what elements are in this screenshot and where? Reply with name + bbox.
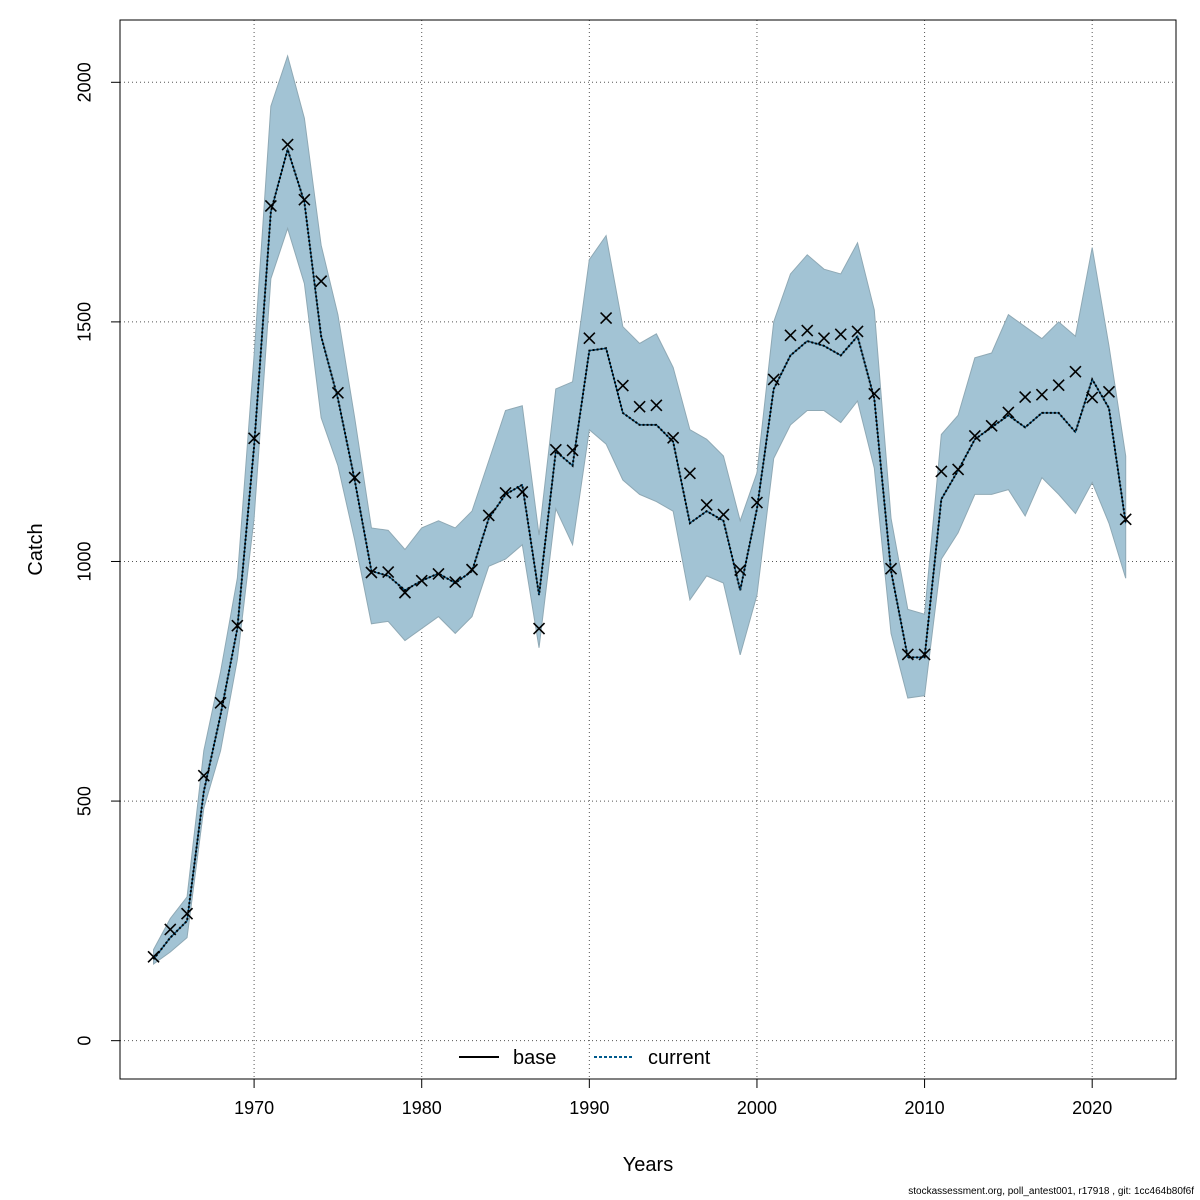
- observed-marker-1973: [298, 193, 311, 206]
- x-tick-label-1980: 1980: [402, 1098, 442, 1118]
- observed-marker-1993: [633, 400, 646, 413]
- observed-marker-1964: [147, 950, 160, 963]
- observed-marker-2010: [918, 648, 931, 661]
- observed-marker-2000: [750, 496, 764, 509]
- observed-markers: [147, 138, 1132, 963]
- observed-marker-1994: [650, 399, 663, 412]
- observed-marker-2006: [851, 325, 864, 338]
- confidence-band: [153, 54, 1127, 965]
- observed-marker-1967: [197, 769, 210, 782]
- observed-marker-1970: [248, 432, 261, 445]
- observed-marker-2012: [952, 463, 965, 476]
- observed-marker-1981: [432, 567, 445, 581]
- observed-marker-1985: [499, 486, 512, 500]
- observed-marker-1998: [717, 508, 730, 521]
- observed-marker-2011: [935, 465, 948, 478]
- x-axis-title: Years: [623, 1154, 673, 1176]
- y-axis: 0 500 1000 1500 2000: [75, 62, 120, 1046]
- observed-marker-1972: [281, 138, 294, 151]
- plot-frame: [119, 19, 1177, 1080]
- observed-marker-2019: [1069, 365, 1082, 378]
- observed-marker-1996: [683, 467, 696, 480]
- confidence-band-area: [153, 54, 1127, 965]
- observed-marker-2009: [901, 648, 914, 661]
- legend: base current: [459, 1047, 711, 1069]
- observed-marker-1987: [532, 622, 546, 635]
- observed-marker-1968: [214, 696, 227, 709]
- y-tick-label-500: 500: [75, 786, 95, 816]
- observed-marker-2003: [801, 324, 814, 337]
- observed-marker-1977: [365, 566, 378, 579]
- observed-marker-1969: [231, 619, 244, 632]
- observed-marker-1979: [398, 586, 412, 599]
- series-line-base: [153, 147, 1127, 960]
- observed-marker-2007: [868, 387, 881, 400]
- observed-marker-1983: [465, 563, 479, 576]
- observed-marker-2013: [968, 429, 981, 442]
- observed-marker-1971: [264, 199, 277, 212]
- y-tick-label-1000: 1000: [75, 541, 95, 581]
- observed-marker-1988: [549, 443, 562, 456]
- observed-marker-2001: [767, 373, 780, 386]
- legend-label-current: current: [648, 1047, 711, 1069]
- x-tick-label-2020: 2020: [1072, 1098, 1112, 1118]
- y-tick-label-2000: 2000: [75, 62, 95, 102]
- observed-marker-1980: [415, 574, 428, 587]
- y-tick-label-1500: 1500: [75, 302, 95, 342]
- x-axis: 1970 1980 1990 2000 2010 2020: [234, 1079, 1112, 1118]
- observed-marker-2017: [1035, 388, 1048, 401]
- observed-marker-1989: [566, 444, 579, 457]
- observed-marker-2022: [1119, 513, 1132, 526]
- observed-marker-2020: [1086, 391, 1099, 404]
- observed-marker-2015: [1002, 406, 1015, 419]
- observed-marker-2014: [985, 419, 998, 432]
- y-tick-label-0: 0: [75, 1036, 95, 1046]
- observed-marker-1991: [600, 311, 613, 325]
- series-lines: [152, 145, 1127, 960]
- x-tick-label-1990: 1990: [569, 1098, 609, 1118]
- observed-marker-2018: [1052, 379, 1065, 392]
- series-line-current: [152, 145, 1127, 960]
- observed-marker-1984: [482, 509, 495, 522]
- observed-marker-2008: [884, 562, 898, 575]
- x-tick-label-2000: 2000: [737, 1098, 777, 1118]
- observed-marker-1974: [315, 275, 328, 288]
- series-line-current-tint: [153, 147, 1127, 960]
- observed-marker-2016: [1019, 391, 1032, 404]
- x-tick-label-1970: 1970: [234, 1098, 274, 1118]
- footer-credit: stockassessment.org, poll_antest001, r17…: [908, 1186, 1194, 1197]
- observed-marker-2021: [1102, 385, 1116, 398]
- observed-marker-1965: [164, 923, 177, 936]
- observed-marker-1999: [734, 564, 747, 577]
- observed-marker-2005: [834, 328, 847, 341]
- observed-marker-1992: [616, 379, 629, 392]
- x-tick-label-2010: 2010: [905, 1098, 945, 1118]
- observed-marker-1975: [331, 386, 344, 399]
- observed-marker-1997: [700, 498, 713, 512]
- observed-marker-2004: [817, 332, 831, 345]
- observed-marker-2002: [784, 329, 797, 342]
- observed-marker-1966: [180, 907, 194, 920]
- observed-marker-1986: [516, 485, 529, 499]
- y-axis-title: Catch: [25, 523, 47, 575]
- observed-marker-1976: [348, 471, 361, 484]
- legend-label-base: base: [513, 1047, 556, 1069]
- observed-marker-1978: [382, 565, 395, 579]
- observed-marker-1995: [667, 431, 680, 444]
- grid: [120, 20, 1176, 1079]
- observed-marker-1982: [449, 576, 462, 589]
- observed-marker-1990: [583, 332, 596, 345]
